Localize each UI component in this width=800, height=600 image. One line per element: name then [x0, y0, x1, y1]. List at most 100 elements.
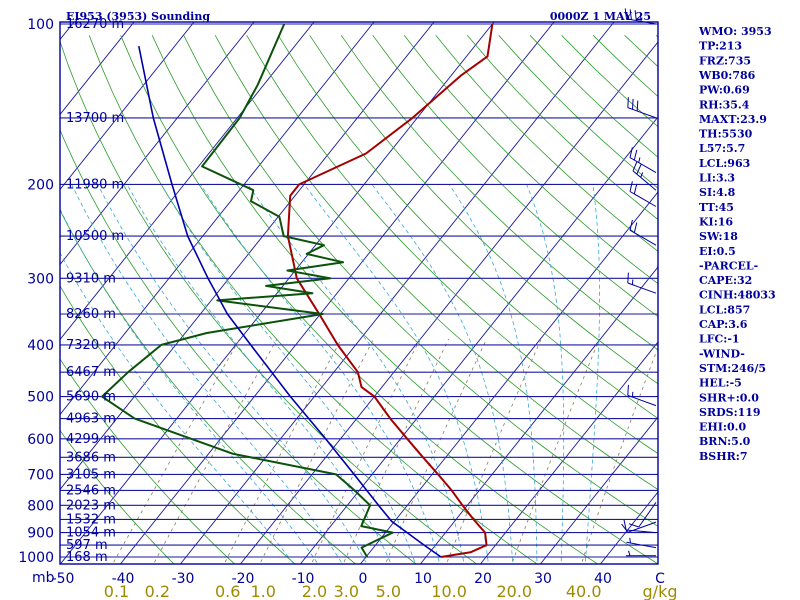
wind-barb-feather [634, 10, 637, 21]
wind-barb-feather [627, 272, 629, 284]
height-label: 5690 m [66, 390, 116, 405]
mixing-ratio-label: 5.0 [376, 582, 401, 600]
mixing-ratio-labels: 0.1 0.2 0.6 1.0 2.0 3.0 5.0 10.0 20.0 40.0 g/kg [104, 582, 678, 600]
wind-barb-half-feather [640, 172, 644, 178]
pressure-tick-label: 100 [27, 17, 54, 33]
wind-barb [626, 550, 656, 557]
mixing-ratio-label: 0.6 [215, 582, 240, 600]
wind-barb [626, 537, 657, 549]
isotherm-line [60, 22, 135, 116]
dry-adiabat-line [183, 35, 658, 527]
temperature-axis-title: C [655, 571, 665, 587]
sounding-index-value: LI:3.3 [699, 172, 735, 185]
temperature-tick-label: -50 [52, 571, 75, 587]
moist-adiabat-line [97, 184, 368, 564]
wind-barb [629, 147, 657, 174]
wind-barb-feather [627, 97, 629, 108]
wind-barb-feather [633, 149, 638, 161]
sounding-index-value: -WIND- [699, 347, 745, 360]
wind-barb-staff [627, 107, 657, 119]
wind-barb-feather [628, 523, 639, 528]
sounding-index-value: CAPE:32 [699, 274, 752, 287]
pressure-tick-label: 800 [27, 498, 54, 514]
temperature-tick-label: -30 [172, 571, 195, 587]
dry-adiabat-line [60, 128, 417, 564]
wind-barb [621, 521, 657, 533]
background-grid [60, 22, 658, 564]
moist-adiabat-line [584, 184, 600, 564]
mixing-ratio-label: 3.0 [334, 582, 359, 600]
height-label: 11980 m [66, 177, 124, 192]
wind-barb-feather [627, 384, 629, 396]
pressure-tick-label: 900 [27, 526, 54, 542]
mixing-ratio-line [223, 338, 342, 564]
height-label: 4963 m [66, 412, 116, 427]
height-label: 168 m [66, 550, 108, 565]
temperature-tick-label: -40 [112, 571, 135, 587]
sounding-index-value: SI:4.8 [699, 186, 736, 199]
wind-barb-feather [621, 523, 629, 533]
wind-barb [629, 219, 657, 246]
moist-adiabat-line [247, 184, 465, 564]
moist-adiabat-line [200, 184, 441, 564]
sounding-index-value: SHR+:0.0 [699, 391, 759, 404]
mixing-ratio-line [259, 338, 374, 564]
mixing-ratio-label: 2.0 [302, 582, 327, 600]
mixing-ratio-line [580, 346, 658, 564]
wind-barb-feather [636, 100, 639, 112]
isotherm-line [479, 341, 658, 564]
wind-barb-half-feather [638, 157, 641, 163]
dry-adiabat-line [435, 35, 658, 252]
dry-adiabat-line [277, 35, 658, 419]
mixing-ratio-unit-label: g/kg [643, 582, 678, 600]
wind-barb [627, 272, 657, 294]
height-label: 2023 m [66, 498, 116, 513]
wind-barb [627, 97, 657, 119]
pressure-tick-label: 200 [27, 177, 54, 193]
dry-adiabat-line [309, 35, 658, 385]
moist-adiabat-line [371, 184, 514, 564]
sounding-index-value: MAXT:23.9 [699, 113, 767, 126]
sounding-index-value: TT:45 [699, 201, 734, 214]
isotherm-line [119, 22, 555, 564]
sounding-index-value: BRN:5.0 [699, 435, 751, 448]
sounding-index-value: EI:0.5 [699, 245, 736, 258]
wind-barb-feather [633, 222, 638, 233]
plot-frame [59, 21, 659, 565]
chart-timestamp: 0000Z 1 MAY 25 [550, 10, 651, 23]
sounding-index-value: LFC:-1 [699, 333, 740, 346]
sounding-index-value: LCL:857 [699, 303, 750, 316]
pressure-axis-labels: 100 200 300 400 500 600 700 800 900 1000 mb [18, 17, 54, 586]
height-label: 3686 m [66, 450, 116, 465]
wind-barb-feather [633, 183, 638, 195]
sounding-index-value: BSHR:7 [699, 450, 748, 463]
sounding-index-value: -PARCEL- [699, 259, 758, 272]
temperature-tick-label: -20 [232, 571, 255, 587]
isotherm-line [60, 22, 435, 491]
temperature-tick-label: 20 [474, 571, 492, 587]
dry-adiabat-line [372, 35, 658, 318]
sounding-index-value: HEL:-5 [699, 377, 742, 390]
dry-adiabat-line [246, 35, 658, 455]
sounding-index-value: WB0:786 [698, 69, 756, 82]
wind-barb [623, 519, 657, 534]
moist-adiabat-line [60, 208, 319, 564]
sounding-index-value: WMO: 3953 [698, 25, 772, 38]
wind-barb-staff [627, 521, 657, 533]
moist-adiabat-line [160, 184, 416, 564]
wind-barbs [621, 8, 657, 557]
dry-adiabat-line [403, 35, 658, 285]
moist-adiabat-line [303, 184, 489, 564]
temperature-tick-label: 40 [594, 571, 612, 587]
height-labels: 16270 m 13700 m 11980 m 10500 m 9310 m 8260 m… [66, 17, 124, 565]
wind-barb-feather [632, 98, 634, 110]
wind-barb [632, 161, 657, 191]
mixing-ratio-label: 0.1 [104, 582, 129, 600]
wind-barb-feather [624, 8, 627, 19]
dry-adiabat-line [214, 35, 658, 491]
isobars [60, 23, 658, 558]
temperature-tick-label: 10 [414, 571, 432, 587]
height-label: 16270 m [66, 17, 124, 32]
